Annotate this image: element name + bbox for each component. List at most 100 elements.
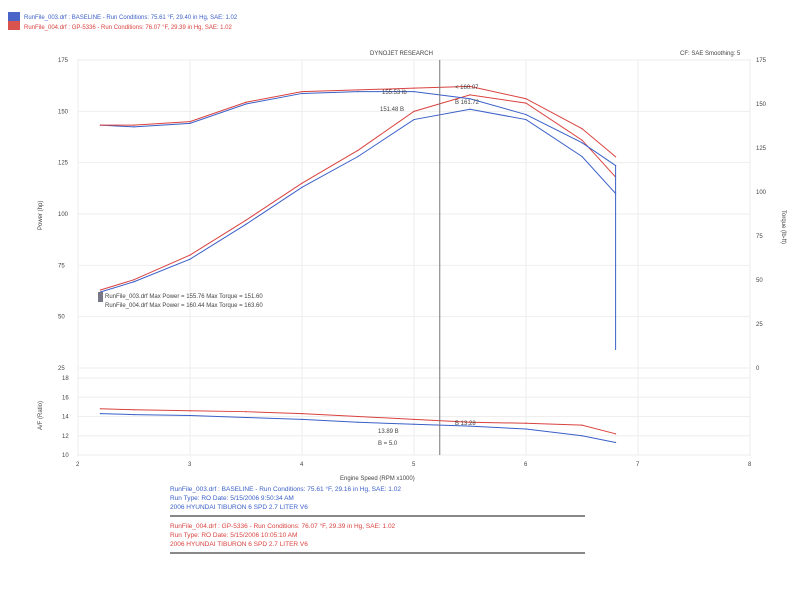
x-tick-label: 3 [188, 462, 192, 468]
torque-point [581, 142, 583, 144]
afr-point [413, 423, 415, 425]
afr-tick-label: 18 [62, 376, 69, 382]
power-point [581, 155, 583, 158]
stats-baseline: RunFile_003.drf Max Power = 155.76 Max T… [105, 294, 263, 300]
note-line: Run Type: RO Date: 5/15/2006 10:05:10 AM [170, 532, 298, 539]
afr-point [413, 418, 415, 420]
afr-point [615, 441, 617, 444]
torque-point [99, 124, 101, 126]
stats-swatch-icon [98, 292, 103, 302]
torque-point [525, 98, 527, 100]
note-line: RunFile_003.drf : BASELINE - Run Conditi… [170, 486, 401, 493]
y-axis-label: Power (hp) [38, 201, 44, 230]
y-tick-label: 175 [58, 58, 69, 64]
torque-point [245, 103, 247, 105]
afr-point [581, 435, 583, 437]
y-tick-label: 150 [58, 109, 69, 115]
afr-tick-label: 12 [62, 434, 69, 440]
x-tick-label: 5 [412, 462, 416, 468]
note-line: 2006 HYUNDAI TIBURON 6 SPD 2.7 LITER V6 [170, 541, 308, 548]
power-point [189, 258, 191, 260]
afr-point [525, 422, 527, 424]
power-point [469, 94, 471, 96]
afr-tick-label: 10 [62, 453, 69, 459]
torque-point [357, 89, 359, 91]
y-tick-label: 100 [58, 212, 69, 218]
annotation: B 13.28 [455, 421, 476, 427]
chart-title: DYNOJET RESEARCH [370, 51, 433, 57]
power-line-baseline [100, 108, 616, 293]
afr-point [99, 413, 101, 415]
power-point [133, 281, 135, 283]
y-tick-label: 75 [58, 263, 65, 269]
afr-point [245, 416, 247, 419]
afr-point [301, 418, 303, 420]
y-tick-label: 125 [58, 161, 69, 167]
mod-swatch-icon [8, 21, 20, 30]
afr-point [469, 421, 471, 423]
note-line: Run Type: RO Date: 5/15/2006 9:50:34 AM [170, 495, 294, 502]
power-point [413, 118, 415, 121]
torque-point [581, 128, 583, 130]
power-point [525, 118, 527, 121]
torque-point [357, 91, 359, 93]
afr-tick-label: 14 [62, 415, 69, 421]
afr-point [189, 414, 191, 417]
legend-baseline: RunFile_003.drf : BASELINE - Run Conditi… [24, 15, 238, 21]
torque-point [133, 124, 135, 126]
annotation: 13.89 B [378, 429, 399, 435]
annotation: 151.48 B [380, 107, 404, 113]
stats-mod: RunFile_004.drf Max Power = 160.44 Max T… [105, 303, 263, 309]
y2-tick-label: 100 [756, 190, 767, 196]
afr-point [133, 413, 135, 416]
annotation: 155.53 lb [382, 90, 407, 96]
x-tick-label: 2 [76, 462, 80, 468]
afr-point [581, 424, 583, 426]
power-point [133, 279, 135, 281]
afr-point [189, 410, 191, 412]
afr-point [133, 409, 135, 411]
baseline-swatch-icon [8, 12, 20, 21]
x-axis-label: Engine Speed (RPM x1000) [340, 476, 415, 482]
legend-mod: RunFile_004.drf : GP-5336 - Run Conditio… [24, 25, 233, 31]
afr-point [615, 433, 617, 435]
torque-point [469, 98, 471, 100]
x-tick-label: 6 [524, 462, 528, 468]
torque-point [615, 156, 617, 158]
power-point [245, 219, 247, 221]
torque-point [245, 101, 247, 103]
x-tick-label: 7 [636, 462, 640, 468]
torque-point [133, 126, 135, 128]
afr-line-baseline [100, 413, 616, 443]
torque-point [469, 85, 471, 87]
power-point [413, 110, 415, 112]
annotation: < 160.07 [455, 85, 479, 91]
power-point [581, 139, 583, 141]
afr-point [525, 428, 527, 430]
power-point [301, 186, 303, 188]
afr-point [245, 411, 247, 413]
note-line: RunFile_004.drf : GP-5336 - Run Conditio… [170, 523, 396, 530]
y-tick-label: 25 [58, 366, 65, 372]
power-point [525, 102, 527, 104]
y2-tick-label: 125 [756, 146, 767, 152]
afr-point [357, 421, 359, 423]
chart-settings: CF: SAE Smoothing: 5 [680, 51, 741, 57]
torque-point [189, 121, 191, 123]
torque-point [301, 91, 303, 93]
annotation: B = 5.0 [378, 441, 398, 447]
torque-line-mod [100, 85, 616, 158]
afr-point [99, 408, 101, 410]
afr-point [357, 415, 359, 418]
torque-point [525, 113, 527, 116]
power-point [189, 254, 191, 256]
x-tick-label: 8 [748, 462, 752, 468]
divider [170, 515, 585, 517]
note-line: 2006 HYUNDAI TIBURON 6 SPD 2.7 LITER V6 [170, 504, 308, 511]
divider [170, 552, 585, 554]
y2-tick-label: 75 [756, 234, 763, 240]
torque-line-baseline [100, 91, 616, 167]
x-tick-label: 4 [300, 462, 304, 468]
y2-tick-label: 25 [756, 322, 763, 328]
